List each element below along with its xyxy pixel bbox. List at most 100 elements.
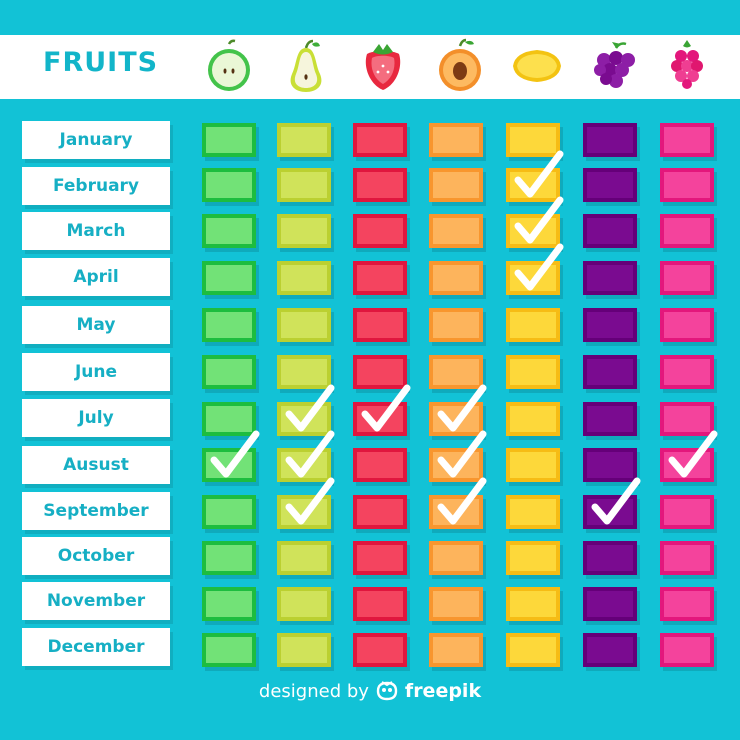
season-cell: [583, 541, 637, 575]
season-cell: [506, 633, 560, 667]
season-cell: [353, 123, 407, 157]
season-cell: [429, 168, 483, 202]
month-row-label: May: [22, 306, 170, 344]
season-cell: [429, 402, 483, 436]
season-cell: [429, 633, 483, 667]
season-cell: [506, 261, 560, 295]
season-cell: [660, 123, 714, 157]
season-cell: [277, 448, 331, 482]
month-label: January: [59, 130, 133, 150]
month-label: November: [46, 591, 146, 611]
season-cell: [583, 587, 637, 621]
season-cell: [202, 355, 256, 389]
season-cell: [660, 261, 714, 295]
season-cell: [506, 541, 560, 575]
season-cell: [277, 214, 331, 248]
season-cell: [353, 495, 407, 529]
season-cell: [429, 541, 483, 575]
footer-brand: freepik: [404, 680, 482, 702]
season-cell: [583, 495, 637, 529]
footer-prefix: designed by: [258, 680, 369, 702]
month-label: March: [66, 221, 126, 241]
season-cell: [277, 402, 331, 436]
season-cell: [277, 308, 331, 342]
season-cell: [506, 214, 560, 248]
raspberry-icon: [671, 40, 703, 89]
season-cell: [506, 168, 560, 202]
season-cell: [429, 261, 483, 295]
season-cell: [660, 402, 714, 436]
pear-icon: [290, 39, 322, 92]
season-cell: [277, 168, 331, 202]
season-cell: [353, 308, 407, 342]
month-label: Ausust: [63, 455, 129, 475]
season-cell: [353, 355, 407, 389]
season-cell: [202, 261, 256, 295]
season-cell: [353, 587, 407, 621]
season-cell: [583, 402, 637, 436]
season-cell: [660, 355, 714, 389]
season-cell: [353, 541, 407, 575]
season-cell: [583, 261, 637, 295]
season-cell: [506, 587, 560, 621]
month-label: May: [76, 315, 116, 335]
season-cell: [583, 123, 637, 157]
month-label: September: [43, 501, 149, 521]
month-row-label: Ausust: [22, 446, 170, 484]
month-row-label: November: [22, 582, 170, 620]
month-label: February: [52, 176, 140, 196]
season-cell: [429, 495, 483, 529]
apricot-icon: [439, 38, 481, 91]
season-cell: [583, 214, 637, 248]
season-cell: [660, 448, 714, 482]
season-cell: [660, 214, 714, 248]
month-row-label: January: [22, 121, 170, 159]
season-cell: [583, 633, 637, 667]
month-label: June: [74, 362, 118, 382]
month-row-label: September: [22, 492, 170, 530]
season-cell: [353, 633, 407, 667]
season-cell: [353, 261, 407, 295]
season-cell: [660, 308, 714, 342]
season-cell: [202, 541, 256, 575]
season-cell: [277, 355, 331, 389]
season-cell: [202, 633, 256, 667]
season-cell: [353, 402, 407, 436]
season-cell: [353, 214, 407, 248]
season-cell: [429, 355, 483, 389]
season-cell: [202, 308, 256, 342]
month-row-label: October: [22, 537, 170, 575]
season-cell: [277, 261, 331, 295]
season-cell: [353, 448, 407, 482]
season-cell: [660, 495, 714, 529]
month-row-label: July: [22, 399, 170, 437]
apple-icon: [208, 39, 250, 91]
month-label: July: [78, 408, 114, 428]
season-cell: [429, 123, 483, 157]
month-label: December: [47, 637, 145, 657]
season-cell: [660, 633, 714, 667]
season-cell: [202, 402, 256, 436]
month-row-label: February: [22, 167, 170, 205]
season-cell: [506, 308, 560, 342]
season-cell: [660, 587, 714, 621]
season-cell: [506, 402, 560, 436]
season-cell: [660, 541, 714, 575]
season-cell: [429, 214, 483, 248]
season-cell: [202, 214, 256, 248]
season-cell: [277, 123, 331, 157]
season-cell: [277, 495, 331, 529]
season-cell: [277, 633, 331, 667]
season-cell: [429, 587, 483, 621]
season-cell: [202, 168, 256, 202]
month-row-label: April: [22, 258, 170, 296]
strawberry-icon: [365, 44, 401, 90]
month-label: October: [57, 546, 135, 566]
season-cell: [202, 448, 256, 482]
season-cell: [506, 355, 560, 389]
season-cell: [506, 495, 560, 529]
page-title: FRUITS: [43, 47, 159, 78]
season-cell: [277, 541, 331, 575]
footer-credit: designed by freepik: [0, 680, 740, 702]
season-cell: [202, 495, 256, 529]
